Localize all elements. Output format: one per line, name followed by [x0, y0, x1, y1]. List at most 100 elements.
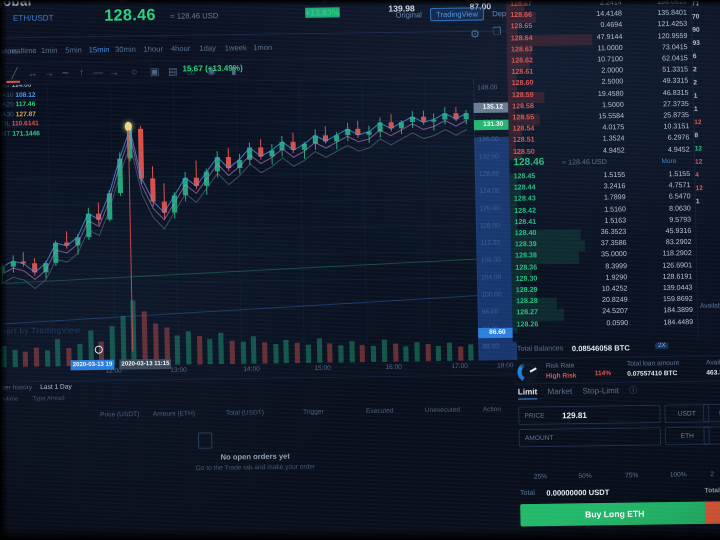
brush-tool-icon[interactable]: ∼ — [60, 67, 70, 80]
trade-value: 12 — [694, 158, 703, 166]
order-book-sum: 159.8692 — [662, 295, 693, 304]
time-tick: 15:00 — [314, 364, 331, 373]
order-book-sum: 184.3899 — [663, 307, 693, 315]
order-book-price: 128.41 — [514, 218, 537, 226]
measure-tool-icon[interactable]: → — [108, 67, 120, 79]
order-book-amount: 11.0000 — [597, 44, 623, 53]
chart-tab-tradingview[interactable]: TradingView — [429, 7, 485, 22]
orders-subtab[interactable]: Type Ahead — [32, 395, 65, 403]
order-book-price: 128.58 — [512, 102, 534, 111]
chart-change-badge: 15.67 (+13.49%) — [182, 63, 243, 74]
amount-field[interactable]: AMOUNT — [518, 427, 662, 448]
trade-value: 4 — [695, 171, 700, 179]
order-book-sum: 27.3735 — [662, 100, 689, 109]
order-book-mid-price: 128.46 — [513, 156, 545, 169]
order-book-sum: 9.5793 — [669, 216, 692, 224]
layout-icon[interactable]: ▣ — [149, 66, 160, 78]
trade-value: 12 — [695, 184, 703, 193]
fullscreen-icon[interactable]: ❒ — [492, 26, 502, 38]
order-book-amount: 37.3586 — [600, 239, 627, 248]
trade-form[interactable]: Limit Market Stop-Limit ⓘ PRICE 129.81 USDT… — [514, 381, 720, 536]
orders-column-header: Action — [482, 405, 502, 414]
order-book-sum: 4.7571 — [668, 182, 691, 190]
percent-75[interactable]: 75% — [625, 472, 639, 480]
percent-100[interactable]: 100% — [669, 471, 687, 479]
chart-source-tabs[interactable]: Original TradingView Depth — [390, 7, 520, 22]
orders-subtabs[interactable]: Anytime Type Ahead — [0, 396, 79, 403]
chart-tab-original[interactable]: Original — [395, 10, 422, 20]
magnet-icon[interactable]: ○ — [131, 66, 138, 79]
order-book-amount: 1.9290 — [605, 274, 628, 282]
timeframe-15min[interactable]: 15min — [88, 44, 110, 55]
order-book[interactable]: Price (USDT)Amount (ETH)Sum (ETH) 128.67… — [505, 0, 698, 342]
order-book-sum: 49.3315 — [662, 77, 689, 86]
orders-tab[interactable]: Last 1 Day — [40, 383, 72, 392]
shapes-tool-icon[interactable]: ↑ — [78, 67, 85, 79]
orders-column-header: Executed — [365, 407, 394, 415]
order-book-bid-row[interactable]: 128.26 0.0590 184.4489 — [512, 319, 697, 333]
risk-rate-value-group: 114% — [595, 370, 612, 377]
time-tick: 18:00 — [496, 362, 514, 370]
timeframe-5min[interactable]: 5min — [65, 45, 82, 55]
sell-form-clipped[interactable]: P A 2 Total — [700, 381, 720, 534]
order-book-mid: 128.46 = 128.46 USD More — [509, 153, 694, 172]
chart-watermark: Chart by TradingView — [0, 325, 81, 336]
price-field[interactable]: PRICE 129.81 — [518, 404, 661, 426]
pair-label[interactable]: ETH/USDT — [12, 13, 54, 23]
timeframe-realtime[interactable]: realtime — [9, 46, 37, 56]
sell-percent[interactable]: 2 — [710, 470, 715, 479]
available-value: 463.398 — [706, 369, 720, 377]
order-book-sum: 139.0443 — [662, 284, 693, 293]
order-book-price: 128.28 — [516, 298, 538, 306]
order-type-tab-limit[interactable]: Limit — [517, 387, 538, 400]
template-icon[interactable]: ▤ — [167, 66, 178, 78]
chart-marker-bottom[interactable] — [94, 345, 103, 354]
trade-value: 12 — [694, 145, 703, 153]
order-book-more-link[interactable]: More — [661, 157, 677, 166]
order-book-amount: 10.4252 — [601, 285, 628, 293]
price-chart[interactable]: • MA5 114.66• MA10 108.12• MA20 117.46• … — [0, 78, 479, 368]
order-type-tab-market[interactable]: Market — [547, 386, 573, 397]
order-book-price: 128.59 — [511, 91, 534, 99]
timeframe-30min[interactable]: 30min — [114, 44, 136, 55]
trade-value: 90 — [692, 26, 700, 34]
order-type-tab-stop-limit[interactable]: Stop-Limit — [582, 386, 620, 396]
loan-label: Total loan amount — [626, 359, 680, 368]
orders-column-header: Trigger — [302, 408, 324, 416]
order-book-sum: 184.4489 — [663, 318, 694, 327]
order-book-sum: 120.9559 — [657, 32, 688, 40]
timeframe-1mon[interactable]: 1mon — [253, 42, 273, 53]
active-tool-underline — [6, 80, 21, 83]
sell-short-button[interactable] — [704, 501, 720, 524]
order-book-sum: 128.6191 — [662, 273, 693, 281]
timeframe-1hour[interactable]: 1hour — [143, 44, 164, 54]
price-badge-crosshair: 135.12 — [473, 102, 513, 113]
available-label: Available — [706, 359, 720, 367]
question-mark-icon[interactable]: ⓘ — [629, 385, 638, 396]
timeframe-1min[interactable]: 1min — [40, 45, 58, 56]
timeframe-1week[interactable]: 1week — [224, 43, 247, 53]
order-book-price: 128.29 — [515, 286, 538, 295]
price-tick: 148.00 — [477, 84, 498, 92]
order-book-sum: 135.8401 — [657, 9, 687, 18]
total-balances-value: 0.08546058 BTC — [571, 343, 630, 354]
trade-value: 6 — [692, 53, 697, 61]
leverage-badge[interactable]: 2X — [654, 342, 669, 349]
timeframe-1day[interactable]: 1day — [199, 43, 216, 53]
arrow-tool-icon[interactable]: → — [43, 68, 55, 80]
percent-25[interactable]: 25% — [533, 473, 548, 481]
amount-percent-buttons[interactable]: 25% 50% 75% 100% — [520, 471, 711, 480]
text-tool-icon[interactable]: — — [92, 67, 103, 79]
trendline-pencil-icon[interactable]: ╱ — [11, 68, 18, 80]
order-book-amount: 1.5160 — [604, 205, 626, 214]
buy-long-button[interactable]: Buy Long ETH — [520, 501, 710, 527]
fib-retracement-icon[interactable]: ↔ — [27, 68, 39, 80]
order-type-tabs[interactable]: Limit Market Stop-Limit ⓘ — [517, 385, 648, 400]
time-badge: 2020-03-13 11:15 — [119, 358, 172, 370]
percent-50[interactable]: 50% — [578, 472, 592, 480]
timeframe-4hour[interactable]: 4hour — [170, 43, 191, 54]
trade-value: 2 — [693, 79, 698, 87]
